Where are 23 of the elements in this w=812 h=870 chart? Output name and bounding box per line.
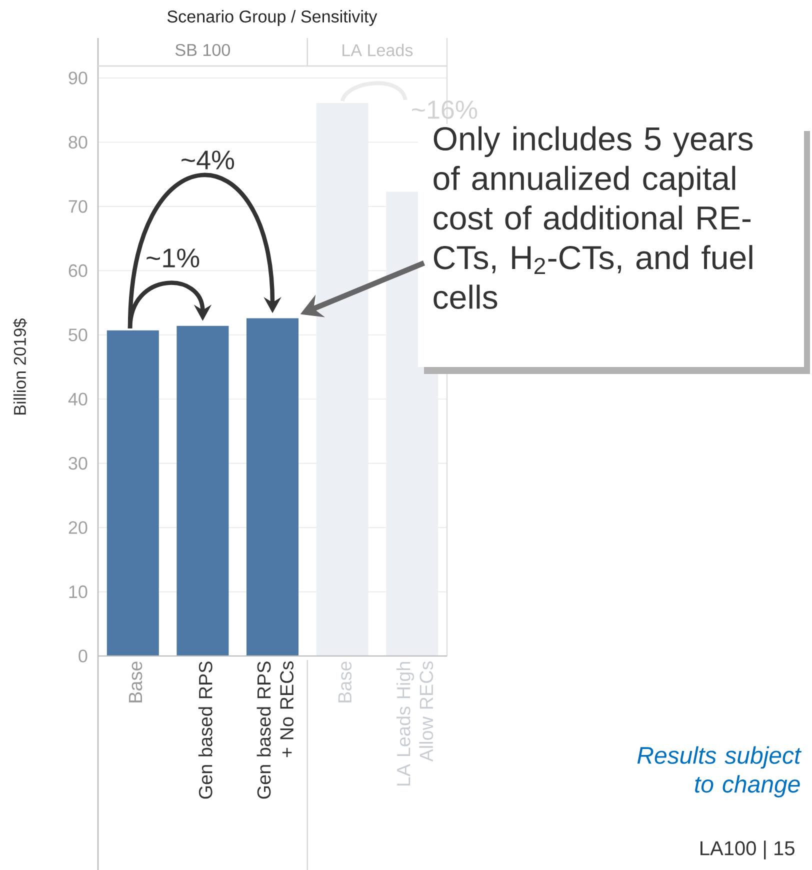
text: SB 100 [175, 44, 230, 56]
y-tick-label: 10 [69, 585, 88, 598]
y-axis-title: Billion 2019$ [13, 318, 27, 414]
annotation: ~1% [146, 248, 200, 268]
y-tick-label: 70 [68, 200, 88, 213]
text: LA100 | 15 [700, 840, 794, 860]
y-tick-label: 50 [68, 328, 88, 342]
y-tick-label: 60 [68, 264, 88, 278]
y-tick-label: 40 [68, 392, 88, 406]
y-tick-label: 30 [68, 456, 88, 470]
text: Results subject to change [637, 746, 802, 798]
x-tick-label: Gen based RPS [198, 662, 212, 799]
y-tick-label: 20 [68, 521, 88, 534]
bar [106, 330, 159, 656]
text: LA Leads [342, 44, 413, 56]
chart-title: Scenario Group / Sensitivity [167, 10, 378, 26]
y-tick-label: 90 [68, 72, 88, 84]
y-tick-label: 80 [68, 136, 88, 149]
annotation: ~4% [182, 150, 234, 170]
x-tick-label: Gen based RPS + No RECs [256, 661, 294, 799]
y-tick-label: 0 [78, 650, 88, 662]
text: Only includes 5 years of annualized capital cost of additional RE-CTs, H$_{2}$-CTs, and fuel cells [434, 126, 753, 309]
x-tick-label: Base [128, 662, 142, 702]
